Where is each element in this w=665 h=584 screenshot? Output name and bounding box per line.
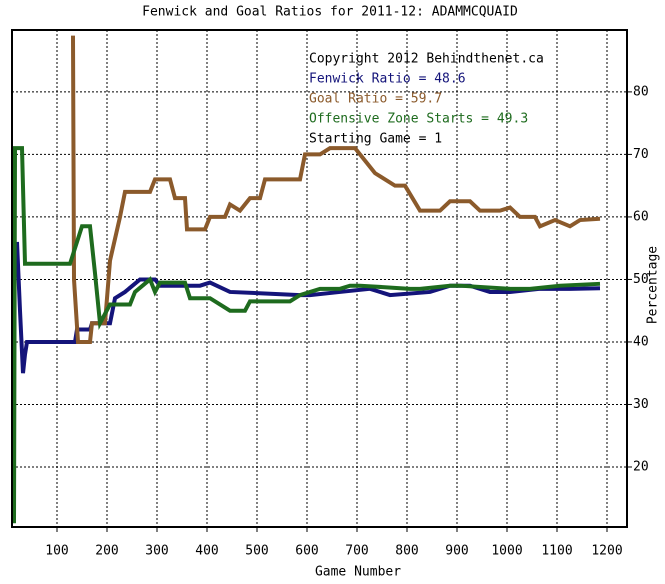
x-tick-label: 1000 (491, 544, 522, 559)
x-tick-label: 700 (345, 544, 368, 559)
series-line (71, 35, 601, 344)
x-tick-label: 900 (445, 544, 468, 559)
y-tick-label: 20 (633, 459, 649, 474)
annotation: Copyright 2012 Behindthenet.ca (309, 52, 544, 67)
annotation: Starting Game = 1 (309, 132, 442, 147)
x-tick-label: 400 (195, 544, 218, 559)
x-axis-label: Game Number (315, 565, 401, 580)
y-axis-label: Percentage (646, 246, 661, 324)
x-tick-label: 1100 (541, 544, 572, 559)
y-tick-label: 60 (633, 209, 649, 224)
x-tick-label: 300 (145, 544, 168, 559)
x-tick-label: 600 (295, 544, 318, 559)
x-tick-label: 500 (245, 544, 268, 559)
y-tick-label: 70 (633, 147, 649, 162)
series-line (12, 146, 601, 524)
y-tick-label: 40 (633, 334, 649, 349)
y-tick-label: 30 (633, 397, 649, 412)
x-tick-label: 200 (95, 544, 118, 559)
x-tick-label: 1200 (591, 544, 622, 559)
legend-entry: Goal Ratio = 59.7 (309, 92, 442, 107)
x-tick-label: 800 (395, 544, 418, 559)
plot: 20 30 40 50 60 70 80 100 200 300 400 500 600 700 800 90… (12, 30, 649, 559)
x-tick-label: 100 (45, 544, 68, 559)
chart-title: Fenwick and Goal Ratios for 2011-12: ADA… (142, 5, 518, 20)
plot-frame (11, 29, 628, 528)
y-tick-label: 80 (633, 84, 649, 99)
legend-entry: Offensive Zone Starts = 49.3 (309, 112, 528, 127)
legend-entry: Fenwick Ratio = 48.6 (309, 72, 466, 87)
y-tick-label: 50 (633, 272, 649, 287)
